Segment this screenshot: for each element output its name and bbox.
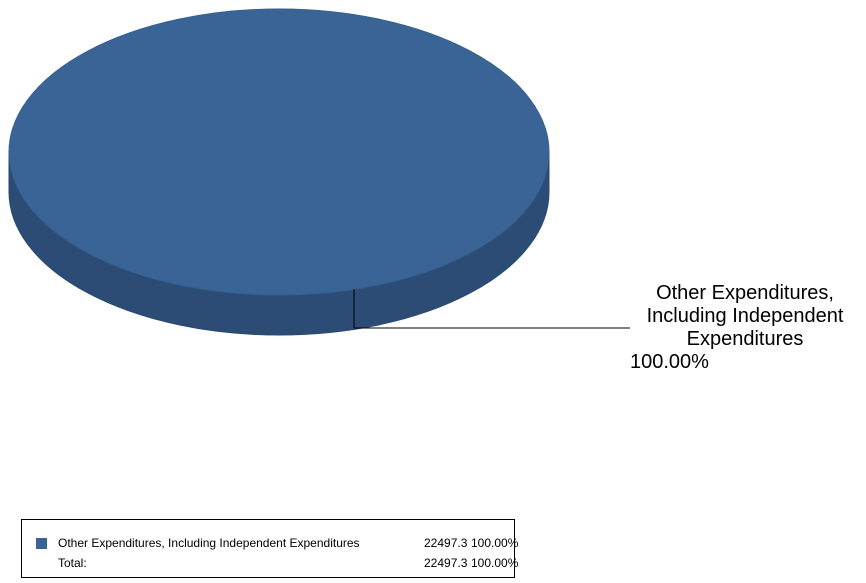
- legend-table: Other Expenditures, Including Independen…: [21, 519, 518, 578]
- callout-slice-percent: 100.00%: [630, 351, 709, 373]
- legend-percent: 100.00%: [471, 536, 519, 550]
- legend-value: 22497.3: [424, 536, 468, 550]
- pie-slice: [8, 8, 550, 296]
- legend-label: Other Expenditures, Including Independen…: [58, 536, 360, 550]
- callout-slice-name: Other Expenditures, Including Independen…: [646, 282, 844, 350]
- slice-callout-label: Other Expenditures, Including Independen…: [630, 282, 860, 374]
- legend-total-value: 22497.3: [424, 556, 468, 570]
- legend-swatch: [36, 538, 47, 549]
- legend-total-percent: 100.00%: [471, 556, 519, 570]
- legend-row: Other Expenditures, Including Independen…: [22, 534, 518, 552]
- legend-total-label: Total:: [58, 556, 87, 570]
- legend-total-row: Total: 22497.3 100.00%: [22, 554, 518, 572]
